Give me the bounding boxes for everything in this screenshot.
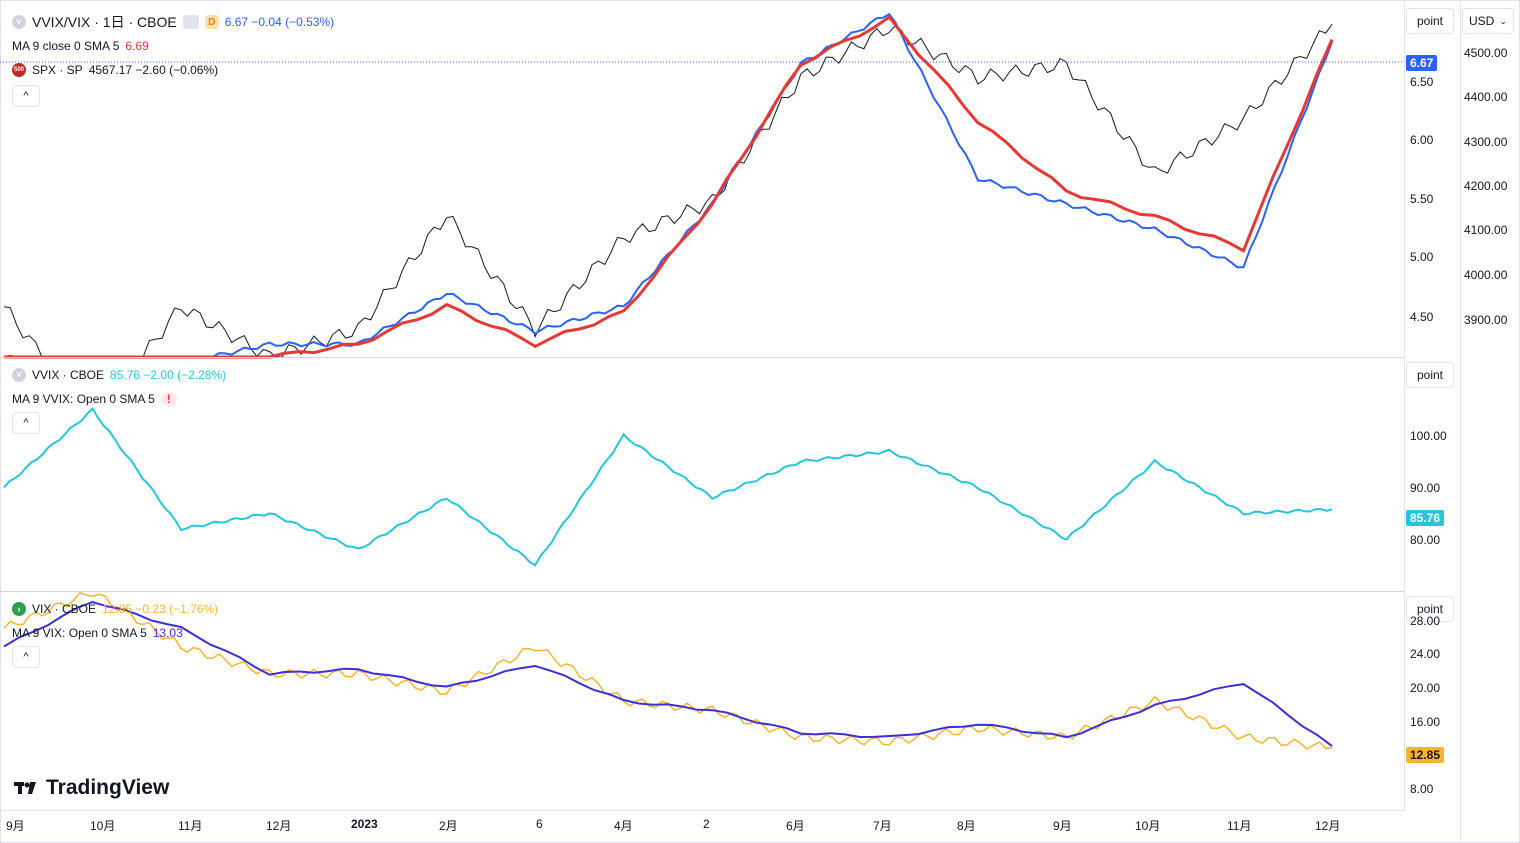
main-legend[interactable]: V VVIX/VIX · 1日 · CBOE D 6.67 −0.04 (−0.… bbox=[12, 12, 334, 32]
time-axis[interactable] bbox=[0, 810, 1404, 842]
ma-vvix-legend[interactable]: MA 9 VVIX: Open 0 SMA 5 ! bbox=[12, 392, 177, 406]
ma-vix-legend[interactable]: MA 9 VIX: Open 0 SMA 5 13.03 bbox=[12, 626, 183, 640]
series-line-vix[interactable] bbox=[3, 591, 1333, 751]
x-tick-label: 2月 bbox=[439, 819, 458, 833]
data-status-badge: D bbox=[204, 15, 219, 29]
y-tick-label-right: 4300.00 bbox=[1464, 135, 1508, 149]
x-tick-label: 6月 bbox=[786, 819, 805, 833]
vix-legend[interactable]: › VIX · CBOE 12.85 −0.23 (−1.76%) bbox=[12, 602, 218, 616]
vix-label: VIX · CBOE bbox=[32, 602, 97, 616]
ma-vix-value: 13.03 bbox=[152, 626, 183, 640]
y-tick-label: 5.00 bbox=[1410, 250, 1434, 264]
y-tick-label-right: 3900.00 bbox=[1464, 313, 1508, 327]
y-tick-label: 28.00 bbox=[1410, 614, 1441, 628]
vix-values: 12.85 −0.23 (−1.76%) bbox=[102, 602, 219, 616]
main-symbol-label: VVIX/VIX · 1日 · CBOE bbox=[32, 14, 177, 30]
symbol-logo-icon: V bbox=[12, 368, 26, 382]
ma-vix-label: MA 9 VIX: Open 0 SMA 5 bbox=[12, 626, 147, 640]
y-tick-label-right: 4200.00 bbox=[1464, 179, 1508, 193]
warning-icon[interactable]: ! bbox=[160, 392, 177, 406]
currency-label: USD bbox=[1469, 14, 1495, 28]
chevron-down-icon: ⌄ bbox=[1499, 15, 1507, 26]
y-tick-label: 100.00 bbox=[1410, 429, 1447, 443]
visibility-toggle-icon[interactable] bbox=[182, 15, 199, 29]
collapse-legend-button[interactable]: ^ bbox=[12, 85, 40, 107]
x-tick-label: 11月 bbox=[178, 819, 203, 833]
scale-mode-button[interactable]: point bbox=[1406, 596, 1454, 622]
series-line-vvix-vix[interactable] bbox=[3, 12, 1333, 358]
symbol-logo-icon: › bbox=[12, 602, 26, 616]
tradingview-logo[interactable]: TradingView bbox=[14, 776, 169, 800]
vix-price-tag: 12.85 bbox=[1406, 747, 1445, 763]
chevron-up-icon: ^ bbox=[23, 90, 29, 102]
vvix-values: 85.76 −2.00 (−2.28%) bbox=[110, 368, 227, 382]
chevron-up-icon: ^ bbox=[23, 651, 29, 663]
vvix-label: VVIX · CBOE bbox=[32, 368, 105, 382]
last-price-tag: 6.67 bbox=[1406, 55, 1438, 71]
y-tick-label: 6.00 bbox=[1410, 133, 1434, 147]
scale-mode-button[interactable]: point bbox=[1406, 362, 1454, 388]
y-tick-label: 16.00 bbox=[1410, 715, 1441, 729]
ma-main-value: 6.69 bbox=[125, 39, 149, 53]
vvix-legend[interactable]: V VVIX · CBOE 85.76 −2.00 (−2.28%) bbox=[12, 368, 226, 382]
series-line-vvix[interactable] bbox=[3, 406, 1333, 567]
symbol-logo-icon: V bbox=[12, 15, 26, 29]
y-tick-label: 90.00 bbox=[1410, 481, 1441, 495]
y-tick-label: 6.50 bbox=[1410, 75, 1434, 89]
brand-name: TradingView bbox=[46, 776, 170, 799]
y-tick-label: 20.00 bbox=[1410, 681, 1441, 695]
tradingview-icon bbox=[14, 782, 36, 794]
spx-label: SPX · SP bbox=[32, 63, 83, 77]
spx-values: 4567.17 −2.60 (−0.06%) bbox=[88, 63, 219, 77]
x-tick-label: 8月 bbox=[957, 819, 976, 833]
main-values: 6.67 −0.04 (−0.53%) bbox=[224, 15, 335, 29]
y-tick-label-right: 4400.00 bbox=[1464, 90, 1508, 104]
vvix-price-tag: 85.76 bbox=[1406, 510, 1445, 526]
ma-vvix-label: MA 9 VVIX: Open 0 SMA 5 bbox=[12, 392, 155, 406]
x-tick-label: 2 bbox=[703, 817, 710, 831]
ma-main-label: MA 9 close 0 SMA 5 bbox=[12, 39, 120, 53]
y-tick-label-right: 4100.00 bbox=[1464, 223, 1508, 237]
y-tick-label: 5.50 bbox=[1410, 192, 1434, 206]
x-tick-label: 7月 bbox=[873, 819, 892, 833]
series-line-ma-9-vix-open-0-sma-5[interactable] bbox=[3, 600, 1333, 747]
x-tick-label: 6 bbox=[536, 817, 543, 831]
ma-main-legend[interactable]: MA 9 close 0 SMA 5 6.69 bbox=[12, 39, 149, 53]
collapse-legend-button[interactable]: ^ bbox=[12, 412, 40, 434]
currency-select[interactable]: USD ⌄ bbox=[1462, 8, 1514, 34]
y-tick-label: 8.00 bbox=[1410, 782, 1434, 796]
y-tick-label: 24.00 bbox=[1410, 647, 1441, 661]
collapse-legend-button[interactable]: ^ bbox=[12, 646, 40, 668]
spx-legend[interactable]: 500 SPX · SP 4567.17 −2.60 (−0.06%) bbox=[12, 63, 218, 77]
y-tick-label: 80.00 bbox=[1410, 533, 1441, 547]
x-tick-label: 11月 bbox=[1227, 819, 1252, 833]
y-tick-label-right: 4500.00 bbox=[1464, 46, 1508, 60]
x-tick-label: 9月 bbox=[1053, 819, 1072, 833]
secondary-price-scale[interactable] bbox=[1460, 0, 1519, 841]
series-line-spx-sp[interactable] bbox=[3, 23, 1333, 358]
x-tick-label: 4月 bbox=[614, 819, 633, 833]
pane-divider[interactable] bbox=[0, 591, 1404, 592]
x-tick-label: 2023 bbox=[351, 817, 378, 831]
scale-mode-button[interactable]: point bbox=[1406, 8, 1454, 34]
price-scale[interactable] bbox=[1404, 0, 1461, 810]
x-tick-label: 9月 bbox=[6, 819, 25, 833]
pane-divider[interactable] bbox=[0, 357, 1404, 358]
chevron-up-icon: ^ bbox=[23, 417, 29, 429]
x-tick-label: 10月 bbox=[1135, 819, 1161, 833]
x-tick-label: 10月 bbox=[90, 819, 116, 833]
y-tick-label-right: 4000.00 bbox=[1464, 268, 1508, 282]
chart-plot-area[interactable] bbox=[0, 0, 1404, 810]
y-tick-label: 4.50 bbox=[1410, 310, 1434, 324]
spx-logo-icon: 500 bbox=[12, 63, 26, 77]
x-tick-label: 12月 bbox=[1315, 819, 1341, 833]
x-tick-label: 12月 bbox=[266, 819, 292, 833]
